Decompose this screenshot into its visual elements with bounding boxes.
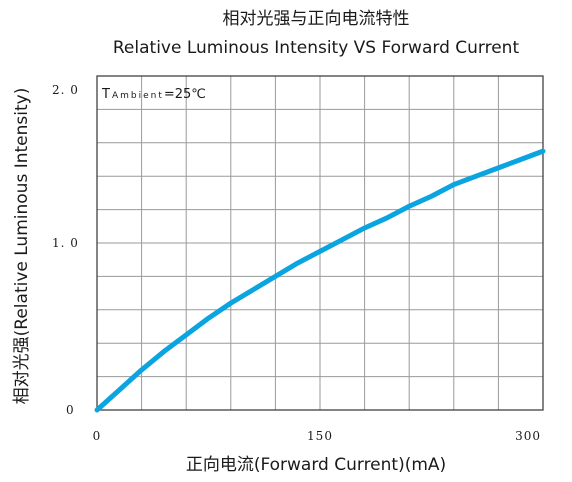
chart-subtitle: Relative Luminous Intensity VS Forward C… xyxy=(113,38,520,58)
x-tick-label: 0 xyxy=(93,429,102,443)
x-axis-label: 正向电流(Forward Current)(mA) xyxy=(186,455,446,475)
series-layer xyxy=(94,148,546,413)
ambient-temperature-annotation: T Ambient=25℃ xyxy=(101,87,206,102)
x-tick-label: 150 xyxy=(307,429,333,443)
y-tick-label: 0 xyxy=(66,403,75,417)
annotation-rest: =25℃ xyxy=(164,87,206,102)
grid xyxy=(97,76,543,410)
x-tick-label: 300 xyxy=(515,429,541,443)
plot-frame xyxy=(96,75,544,411)
annotation-sub: Ambient xyxy=(112,91,164,101)
y-tick-label: 1. 0 xyxy=(52,236,79,250)
tick-labels: 0 150 300 0 1. 0 2. 0 xyxy=(52,83,541,443)
y-axis-label: 相对光强(Relative Luminous Intensity) xyxy=(12,88,32,405)
y-tick-label: 2. 0 xyxy=(52,83,79,97)
annotation-main: T xyxy=(101,87,110,102)
series-line-0 xyxy=(94,148,546,413)
chart-title: 相对光强与正向电流特性 xyxy=(223,9,410,29)
